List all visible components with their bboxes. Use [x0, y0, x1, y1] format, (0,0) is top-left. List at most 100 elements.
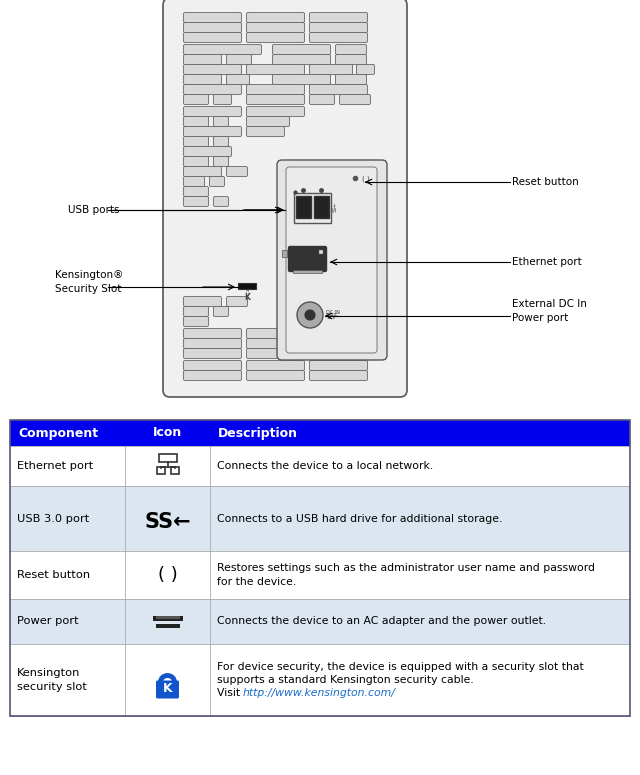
Text: For device security, the device is equipped with a security slot that: For device security, the device is equip…: [217, 662, 584, 672]
FancyBboxPatch shape: [227, 297, 248, 306]
FancyBboxPatch shape: [246, 116, 289, 126]
FancyBboxPatch shape: [246, 84, 305, 95]
FancyBboxPatch shape: [184, 116, 209, 126]
Text: Connects the device to a local network.: Connects the device to a local network.: [217, 461, 433, 471]
FancyBboxPatch shape: [184, 297, 221, 306]
FancyBboxPatch shape: [246, 33, 305, 43]
FancyBboxPatch shape: [184, 33, 241, 43]
FancyBboxPatch shape: [310, 33, 367, 43]
FancyBboxPatch shape: [184, 95, 209, 105]
FancyBboxPatch shape: [310, 360, 367, 370]
Bar: [293, 270, 322, 273]
Text: DC IN: DC IN: [326, 310, 340, 315]
FancyBboxPatch shape: [286, 167, 377, 353]
Text: supports a standard Kensington security cable.: supports a standard Kensington security …: [217, 675, 474, 685]
Text: ( ): ( ): [362, 176, 370, 182]
FancyBboxPatch shape: [184, 316, 209, 326]
FancyBboxPatch shape: [356, 64, 374, 74]
Text: Ethernet port: Ethernet port: [17, 461, 93, 471]
FancyBboxPatch shape: [184, 197, 209, 206]
Text: External DC In
Power port: External DC In Power port: [512, 299, 587, 323]
Text: Description: Description: [218, 426, 298, 439]
FancyBboxPatch shape: [184, 146, 232, 157]
Text: 12V: 12V: [326, 315, 335, 320]
Text: K: K: [163, 683, 172, 695]
FancyBboxPatch shape: [184, 54, 221, 64]
FancyBboxPatch shape: [246, 22, 305, 33]
Circle shape: [305, 310, 315, 320]
FancyBboxPatch shape: [214, 136, 228, 146]
Text: Restores settings such as the administrator user name and password
for the devic: Restores settings such as the administra…: [217, 563, 595, 587]
FancyBboxPatch shape: [310, 64, 353, 74]
FancyBboxPatch shape: [246, 126, 285, 136]
Text: Icon: Icon: [153, 426, 182, 439]
FancyBboxPatch shape: [310, 84, 367, 95]
FancyBboxPatch shape: [184, 157, 209, 167]
FancyBboxPatch shape: [184, 12, 241, 22]
FancyBboxPatch shape: [227, 167, 248, 177]
Text: Connects to a USB hard drive for additional storage.: Connects to a USB hard drive for additio…: [217, 514, 502, 523]
Bar: [10, 551, 630, 599]
FancyBboxPatch shape: [184, 126, 241, 136]
FancyBboxPatch shape: [184, 177, 205, 187]
FancyBboxPatch shape: [184, 64, 241, 74]
FancyBboxPatch shape: [246, 370, 305, 381]
FancyBboxPatch shape: [184, 106, 241, 116]
Bar: [152, 615, 182, 621]
FancyBboxPatch shape: [246, 95, 305, 105]
FancyBboxPatch shape: [214, 306, 228, 316]
Bar: [319, 250, 323, 254]
Bar: [159, 454, 177, 462]
FancyBboxPatch shape: [310, 339, 367, 349]
FancyBboxPatch shape: [214, 116, 228, 126]
FancyBboxPatch shape: [246, 349, 305, 359]
FancyBboxPatch shape: [310, 22, 367, 33]
FancyBboxPatch shape: [214, 197, 228, 206]
Bar: [156, 624, 179, 628]
Text: USB 3.0 port: USB 3.0 port: [17, 514, 89, 523]
FancyBboxPatch shape: [310, 349, 367, 359]
Bar: [294, 193, 331, 223]
Text: K: K: [244, 292, 250, 301]
Bar: [10, 420, 630, 446]
FancyBboxPatch shape: [277, 160, 387, 360]
FancyBboxPatch shape: [184, 44, 262, 54]
Bar: [10, 420, 630, 716]
FancyBboxPatch shape: [310, 12, 367, 22]
FancyBboxPatch shape: [184, 349, 241, 359]
FancyBboxPatch shape: [184, 339, 241, 349]
FancyBboxPatch shape: [310, 329, 367, 339]
FancyBboxPatch shape: [184, 360, 241, 370]
Bar: [170, 467, 179, 474]
FancyBboxPatch shape: [273, 74, 330, 84]
FancyBboxPatch shape: [184, 22, 241, 33]
Text: Reset button: Reset button: [17, 570, 90, 580]
Bar: [157, 467, 164, 474]
Bar: [10, 486, 630, 551]
Text: USB ports: USB ports: [68, 205, 120, 215]
FancyBboxPatch shape: [227, 54, 252, 64]
FancyBboxPatch shape: [156, 680, 179, 698]
Bar: [238, 283, 256, 289]
Bar: [10, 599, 630, 644]
FancyBboxPatch shape: [184, 370, 241, 381]
Text: ⌒: ⌒: [245, 290, 248, 296]
FancyBboxPatch shape: [246, 12, 305, 22]
Text: ( ): ( ): [157, 566, 177, 584]
FancyBboxPatch shape: [184, 84, 241, 95]
FancyBboxPatch shape: [209, 177, 225, 187]
Text: AC/DC: AC/DC: [326, 313, 339, 317]
FancyBboxPatch shape: [246, 64, 305, 74]
FancyBboxPatch shape: [310, 95, 335, 105]
FancyBboxPatch shape: [273, 54, 330, 64]
FancyBboxPatch shape: [214, 95, 232, 105]
Text: SS←: SS←: [144, 512, 191, 532]
FancyBboxPatch shape: [339, 95, 371, 105]
Text: http://www.kensington.com/: http://www.kensington.com/: [243, 688, 396, 698]
FancyBboxPatch shape: [184, 187, 209, 197]
FancyBboxPatch shape: [184, 306, 209, 316]
Text: SS←: SS←: [333, 202, 338, 212]
Circle shape: [297, 302, 323, 328]
FancyBboxPatch shape: [246, 329, 305, 339]
FancyBboxPatch shape: [184, 74, 221, 84]
